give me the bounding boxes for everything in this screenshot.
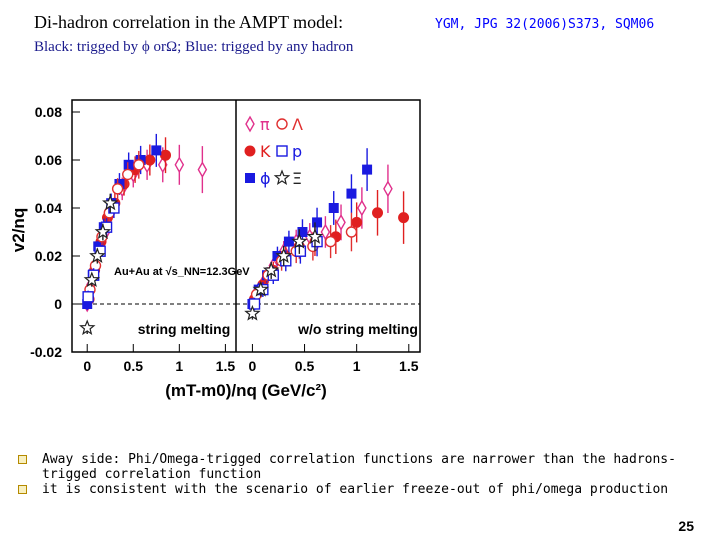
data-point <box>324 235 337 248</box>
data-point <box>383 180 393 198</box>
legend-marker <box>276 118 288 130</box>
data-point <box>283 236 294 247</box>
data-point <box>252 280 270 297</box>
y-axis-label: v2/nq <box>9 208 28 252</box>
legend-marker <box>245 173 255 183</box>
data-point <box>123 159 134 170</box>
data-point <box>174 156 185 174</box>
legend: πKϕ ΛpΞ <box>244 115 303 188</box>
plot-frame <box>71 99 421 353</box>
x-tick-label: 1.5 <box>399 358 419 374</box>
data-point <box>160 149 172 161</box>
data-point <box>122 168 134 181</box>
reference-citation: YGM, JPG 32(2006)S373, SQM06 <box>435 17 655 32</box>
data-point <box>328 203 339 213</box>
data-point <box>111 183 124 195</box>
data-point <box>82 299 93 309</box>
legend-label: π <box>260 115 270 134</box>
legend-marker <box>245 115 255 133</box>
data-point <box>372 207 384 219</box>
panel-label: w/o string melting <box>297 321 418 337</box>
data-point <box>89 247 106 264</box>
data-point <box>312 217 323 228</box>
data-point <box>294 245 307 257</box>
series-Xi <box>78 193 119 336</box>
data-point <box>197 161 208 179</box>
energy-annotation: Au+Au at √s_NN=12.3GeV <box>114 266 250 278</box>
data-point <box>244 304 261 321</box>
bullet-marker-icon <box>18 485 27 494</box>
x-tick-label: 0 <box>249 358 257 374</box>
legend-label: K <box>260 142 271 161</box>
data-point <box>351 216 363 228</box>
data-point <box>362 164 373 175</box>
legend-label: ϕ <box>260 169 271 188</box>
data-point <box>83 271 101 288</box>
v2-scaling-figure: -0.02 0 0.02 0.04 0.06 0.08 v2/nq (mT-m0)/nq (G… <box>9 99 421 400</box>
y-tick-label: 0.06 <box>35 152 62 168</box>
data-point <box>275 247 293 264</box>
data-point <box>101 194 119 211</box>
data-point <box>144 154 156 166</box>
legend-label: Ξ <box>292 169 302 188</box>
x-tick-label: 0.5 <box>295 358 315 374</box>
y-tick-label: 0.02 <box>35 248 62 264</box>
data-point <box>346 188 357 199</box>
data-point <box>357 199 367 217</box>
data-point <box>89 259 102 272</box>
data-point <box>262 261 280 278</box>
data-point <box>94 223 112 240</box>
data-point <box>320 223 331 241</box>
data-point <box>151 145 162 156</box>
bullet-text: Away side: Phi/Omega-trigged correlation… <box>42 452 676 482</box>
x-tick-label: 0.5 <box>124 358 144 374</box>
data-point <box>133 159 145 171</box>
x-tick-label: 0 <box>83 358 91 374</box>
bullet-item: it is consistent with the scenario of ea… <box>18 482 708 497</box>
page-number: 25 <box>678 518 694 534</box>
data-point <box>336 213 346 231</box>
data-point <box>272 251 283 261</box>
bullet-text: it is consistent with the scenario of ea… <box>42 482 669 497</box>
x-axis-label: (mT-m0)/nq (GeV/c²) <box>165 381 327 400</box>
data-point <box>306 228 324 244</box>
legend-marker <box>273 169 291 186</box>
bullet-list: Away side: Phi/Omega-trigged correlation… <box>18 452 708 497</box>
legend-label: Λ <box>292 115 303 134</box>
data-point <box>248 298 261 310</box>
legend-marker <box>276 145 288 157</box>
x-tick-label: 1 <box>175 358 183 374</box>
y-tick-label: 0 <box>54 296 62 312</box>
series-Lambda <box>84 150 145 297</box>
data-point <box>291 232 308 249</box>
x-tick-label: 1.5 <box>216 358 236 374</box>
bullet-marker-icon <box>18 455 27 464</box>
data-point <box>345 226 358 238</box>
bullet-item: Away side: Phi/Omega-trigged correlation… <box>18 452 708 482</box>
data-point <box>82 291 94 303</box>
x-tick-label: 1 <box>353 358 361 374</box>
legend-marker <box>244 145 256 157</box>
y-tick-label: 0.08 <box>35 104 62 120</box>
data-point <box>398 212 410 224</box>
slide-subtitle: Black: trigged by ϕ orΩ; Blue: trigged b… <box>34 39 354 55</box>
data-point <box>297 227 308 237</box>
y-tick-label: 0.04 <box>35 200 62 216</box>
legend-label: p <box>292 142 302 161</box>
data-point <box>78 319 96 336</box>
panel-label: string melting <box>138 321 231 337</box>
slide-title: Di-hadron correlation in the AMPT model: <box>34 12 344 32</box>
y-tick-label: -0.02 <box>30 344 62 360</box>
series-Xi <box>244 222 324 321</box>
